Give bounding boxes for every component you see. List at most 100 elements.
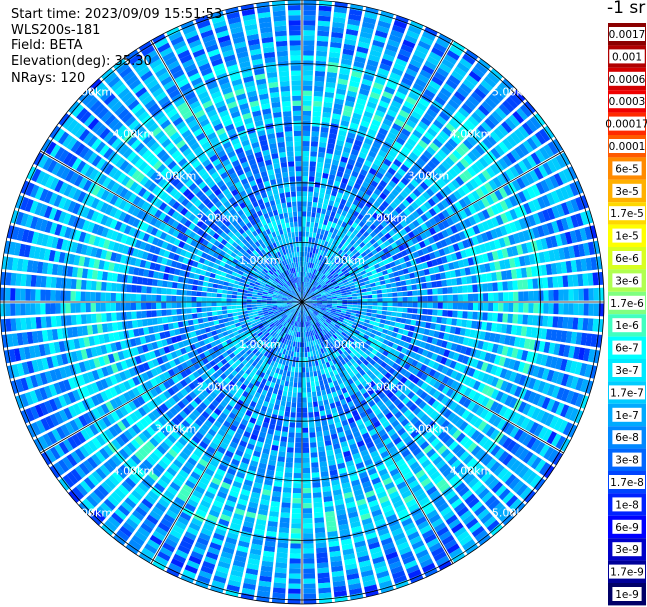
ray-bin <box>350 382 357 389</box>
ray-bin <box>343 205 350 213</box>
ray-bin <box>302 216 307 222</box>
ray-bin <box>548 249 556 262</box>
ray-bin <box>214 527 227 537</box>
ray-bin <box>529 116 542 130</box>
ray-bin <box>303 316 306 323</box>
ray-bin <box>467 497 480 509</box>
ray-bin <box>372 556 385 565</box>
ray-bin <box>333 228 339 235</box>
ray-bin <box>360 83 371 92</box>
ray-bin <box>321 268 326 274</box>
ray-bin <box>357 406 365 414</box>
ray-bin <box>468 389 477 400</box>
ray-bin <box>314 522 325 529</box>
ray-bin <box>345 311 352 315</box>
ray-bin <box>306 272 309 278</box>
ray-bin <box>393 532 406 542</box>
ray-bin <box>311 268 315 274</box>
ray-bin <box>313 95 323 102</box>
ray-bin <box>541 396 551 410</box>
ray-bin <box>339 314 346 319</box>
ray-bin <box>351 479 361 487</box>
ray-bin <box>308 283 312 289</box>
ray-bin <box>285 375 290 382</box>
ray-bin <box>296 347 300 353</box>
ray-bin <box>341 543 354 551</box>
ray-bin <box>540 238 548 250</box>
ray-bin <box>533 290 539 301</box>
ray-bin <box>321 389 327 396</box>
ray-bin <box>394 390 403 398</box>
ray-bin <box>316 259 321 266</box>
ray-bin <box>416 216 425 225</box>
ray-bin <box>373 227 381 235</box>
ray-bin <box>343 105 354 113</box>
ray-bin <box>336 513 348 521</box>
ray-bin <box>380 343 387 350</box>
ray-bin <box>346 294 353 298</box>
ray-bin <box>262 555 274 563</box>
ray-bin <box>547 449 559 463</box>
ray-bin <box>339 182 347 190</box>
ray-bin <box>305 261 309 268</box>
ray-bin <box>502 491 515 504</box>
ray-bin <box>320 293 326 296</box>
ray-bin <box>501 121 513 134</box>
ray-bin <box>329 243 335 250</box>
ray-bin <box>505 494 519 508</box>
ray-bin <box>501 512 515 526</box>
ray-bin <box>304 311 307 317</box>
ray-bin <box>322 235 327 241</box>
ray-bin <box>579 363 588 377</box>
ray-bin <box>362 224 369 231</box>
ray-bin <box>366 441 375 449</box>
ray-bin <box>445 122 457 133</box>
ray-bin <box>411 237 419 245</box>
ray-bin <box>393 350 401 357</box>
ray-bin <box>316 207 322 214</box>
ray-bin <box>212 532 225 541</box>
ray-bin <box>398 109 410 119</box>
ray-bin <box>368 380 376 388</box>
ray-bin <box>315 542 327 549</box>
ray-bin <box>388 375 396 383</box>
ray-bin <box>421 135 432 145</box>
ray-bin <box>570 391 580 406</box>
ray-bin <box>344 141 353 149</box>
ray-bin <box>298 311 300 317</box>
ray-bin <box>415 516 427 526</box>
ray-bin <box>564 359 573 373</box>
ray-bin <box>486 375 495 386</box>
ray-bin <box>456 277 463 285</box>
ray-bin <box>359 362 366 370</box>
ray-bin <box>404 34 418 44</box>
ray-bin <box>292 361 296 368</box>
ray-bin <box>403 173 413 182</box>
ray-bin <box>393 95 404 105</box>
ray-bin <box>416 492 428 502</box>
ray-bin <box>348 320 354 325</box>
ray-bin <box>461 103 473 115</box>
ray-bin <box>216 565 230 574</box>
ray-bin <box>498 292 504 302</box>
ray-bin <box>305 321 308 327</box>
ray-bin <box>426 315 433 322</box>
ray-bin <box>356 365 363 373</box>
ray-bin <box>364 176 372 184</box>
ray-bin <box>451 522 464 534</box>
ray-bin <box>387 297 393 302</box>
ray-bin <box>322 346 327 353</box>
ray-bin <box>347 196 355 204</box>
ray-bin <box>338 283 345 288</box>
ray-bin <box>417 302 423 308</box>
ray-bin <box>320 466 328 473</box>
ray-bin <box>418 327 425 334</box>
ray-bin <box>447 138 458 149</box>
ray-bin <box>331 565 344 573</box>
ray-bin <box>332 489 342 496</box>
ray-bin <box>307 246 311 253</box>
ray-bin <box>472 213 481 224</box>
ray-bin <box>295 321 298 327</box>
ray-bin <box>314 217 320 224</box>
ray-bin <box>370 450 379 458</box>
